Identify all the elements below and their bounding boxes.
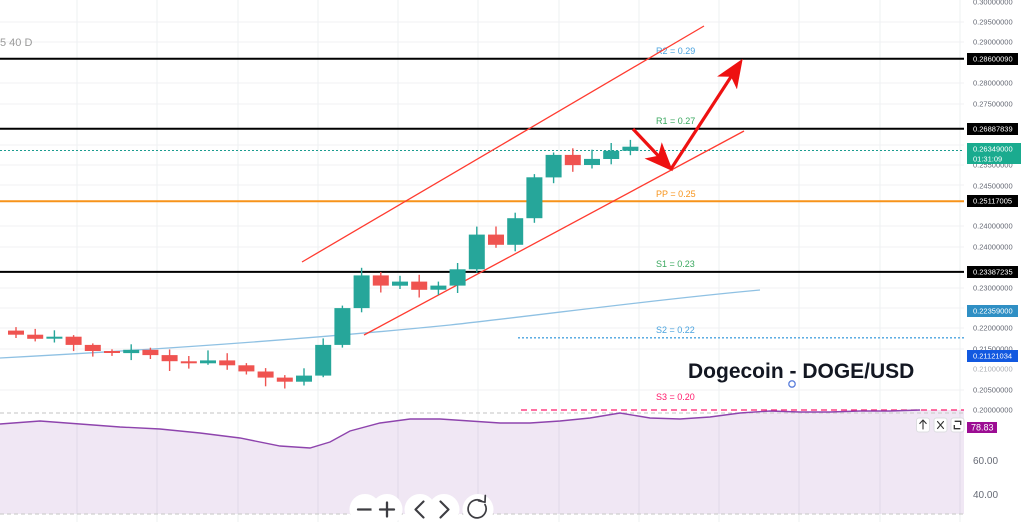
svg-text:Dogecoin - DOGE/USD: Dogecoin - DOGE/USD xyxy=(688,360,914,383)
svg-text:0.24000000: 0.24000000 xyxy=(973,222,1013,231)
svg-text:0.21000000: 0.21000000 xyxy=(973,365,1013,374)
svg-text:5 40 D: 5 40 D xyxy=(0,37,32,49)
svg-text:0.20000000: 0.20000000 xyxy=(973,406,1013,415)
svg-text:0.22359000: 0.22359000 xyxy=(973,307,1013,316)
svg-text:0.29000000: 0.29000000 xyxy=(973,38,1013,47)
svg-text:0.23387235: 0.23387235 xyxy=(973,268,1013,277)
svg-text:S2 = 0.22: S2 = 0.22 xyxy=(656,325,695,335)
svg-text:0.24500000: 0.24500000 xyxy=(973,182,1013,191)
svg-text:0.25117005: 0.25117005 xyxy=(973,197,1012,206)
svg-text:0.30000000: 0.30000000 xyxy=(973,0,1013,7)
svg-text:40.00: 40.00 xyxy=(973,490,998,501)
svg-text:60.00: 60.00 xyxy=(973,456,998,467)
svg-text:0.24000000: 0.24000000 xyxy=(973,243,1013,252)
svg-text:0.20500000: 0.20500000 xyxy=(973,386,1013,395)
svg-text:0.23000000: 0.23000000 xyxy=(973,284,1013,293)
svg-text:0.26887839: 0.26887839 xyxy=(973,125,1013,134)
svg-text:0.27500000: 0.27500000 xyxy=(973,100,1013,109)
svg-text:0.22000000: 0.22000000 xyxy=(973,324,1013,333)
svg-text:0.29500000: 0.29500000 xyxy=(973,18,1013,27)
svg-text:78.83: 78.83 xyxy=(971,423,994,433)
svg-text:0.26349000: 0.26349000 xyxy=(973,145,1013,154)
svg-text:R1 = 0.27: R1 = 0.27 xyxy=(656,116,695,126)
svg-text:PP = 0.25: PP = 0.25 xyxy=(656,189,696,199)
svg-text:S3 = 0.20: S3 = 0.20 xyxy=(656,392,695,402)
svg-text:S1 = 0.23: S1 = 0.23 xyxy=(656,259,695,269)
svg-text:0.21121034: 0.21121034 xyxy=(973,352,1012,361)
svg-text:01:31:09: 01:31:09 xyxy=(973,155,1002,164)
svg-text:0.28600090: 0.28600090 xyxy=(973,55,1013,64)
svg-text:0.28000000: 0.28000000 xyxy=(973,79,1013,88)
